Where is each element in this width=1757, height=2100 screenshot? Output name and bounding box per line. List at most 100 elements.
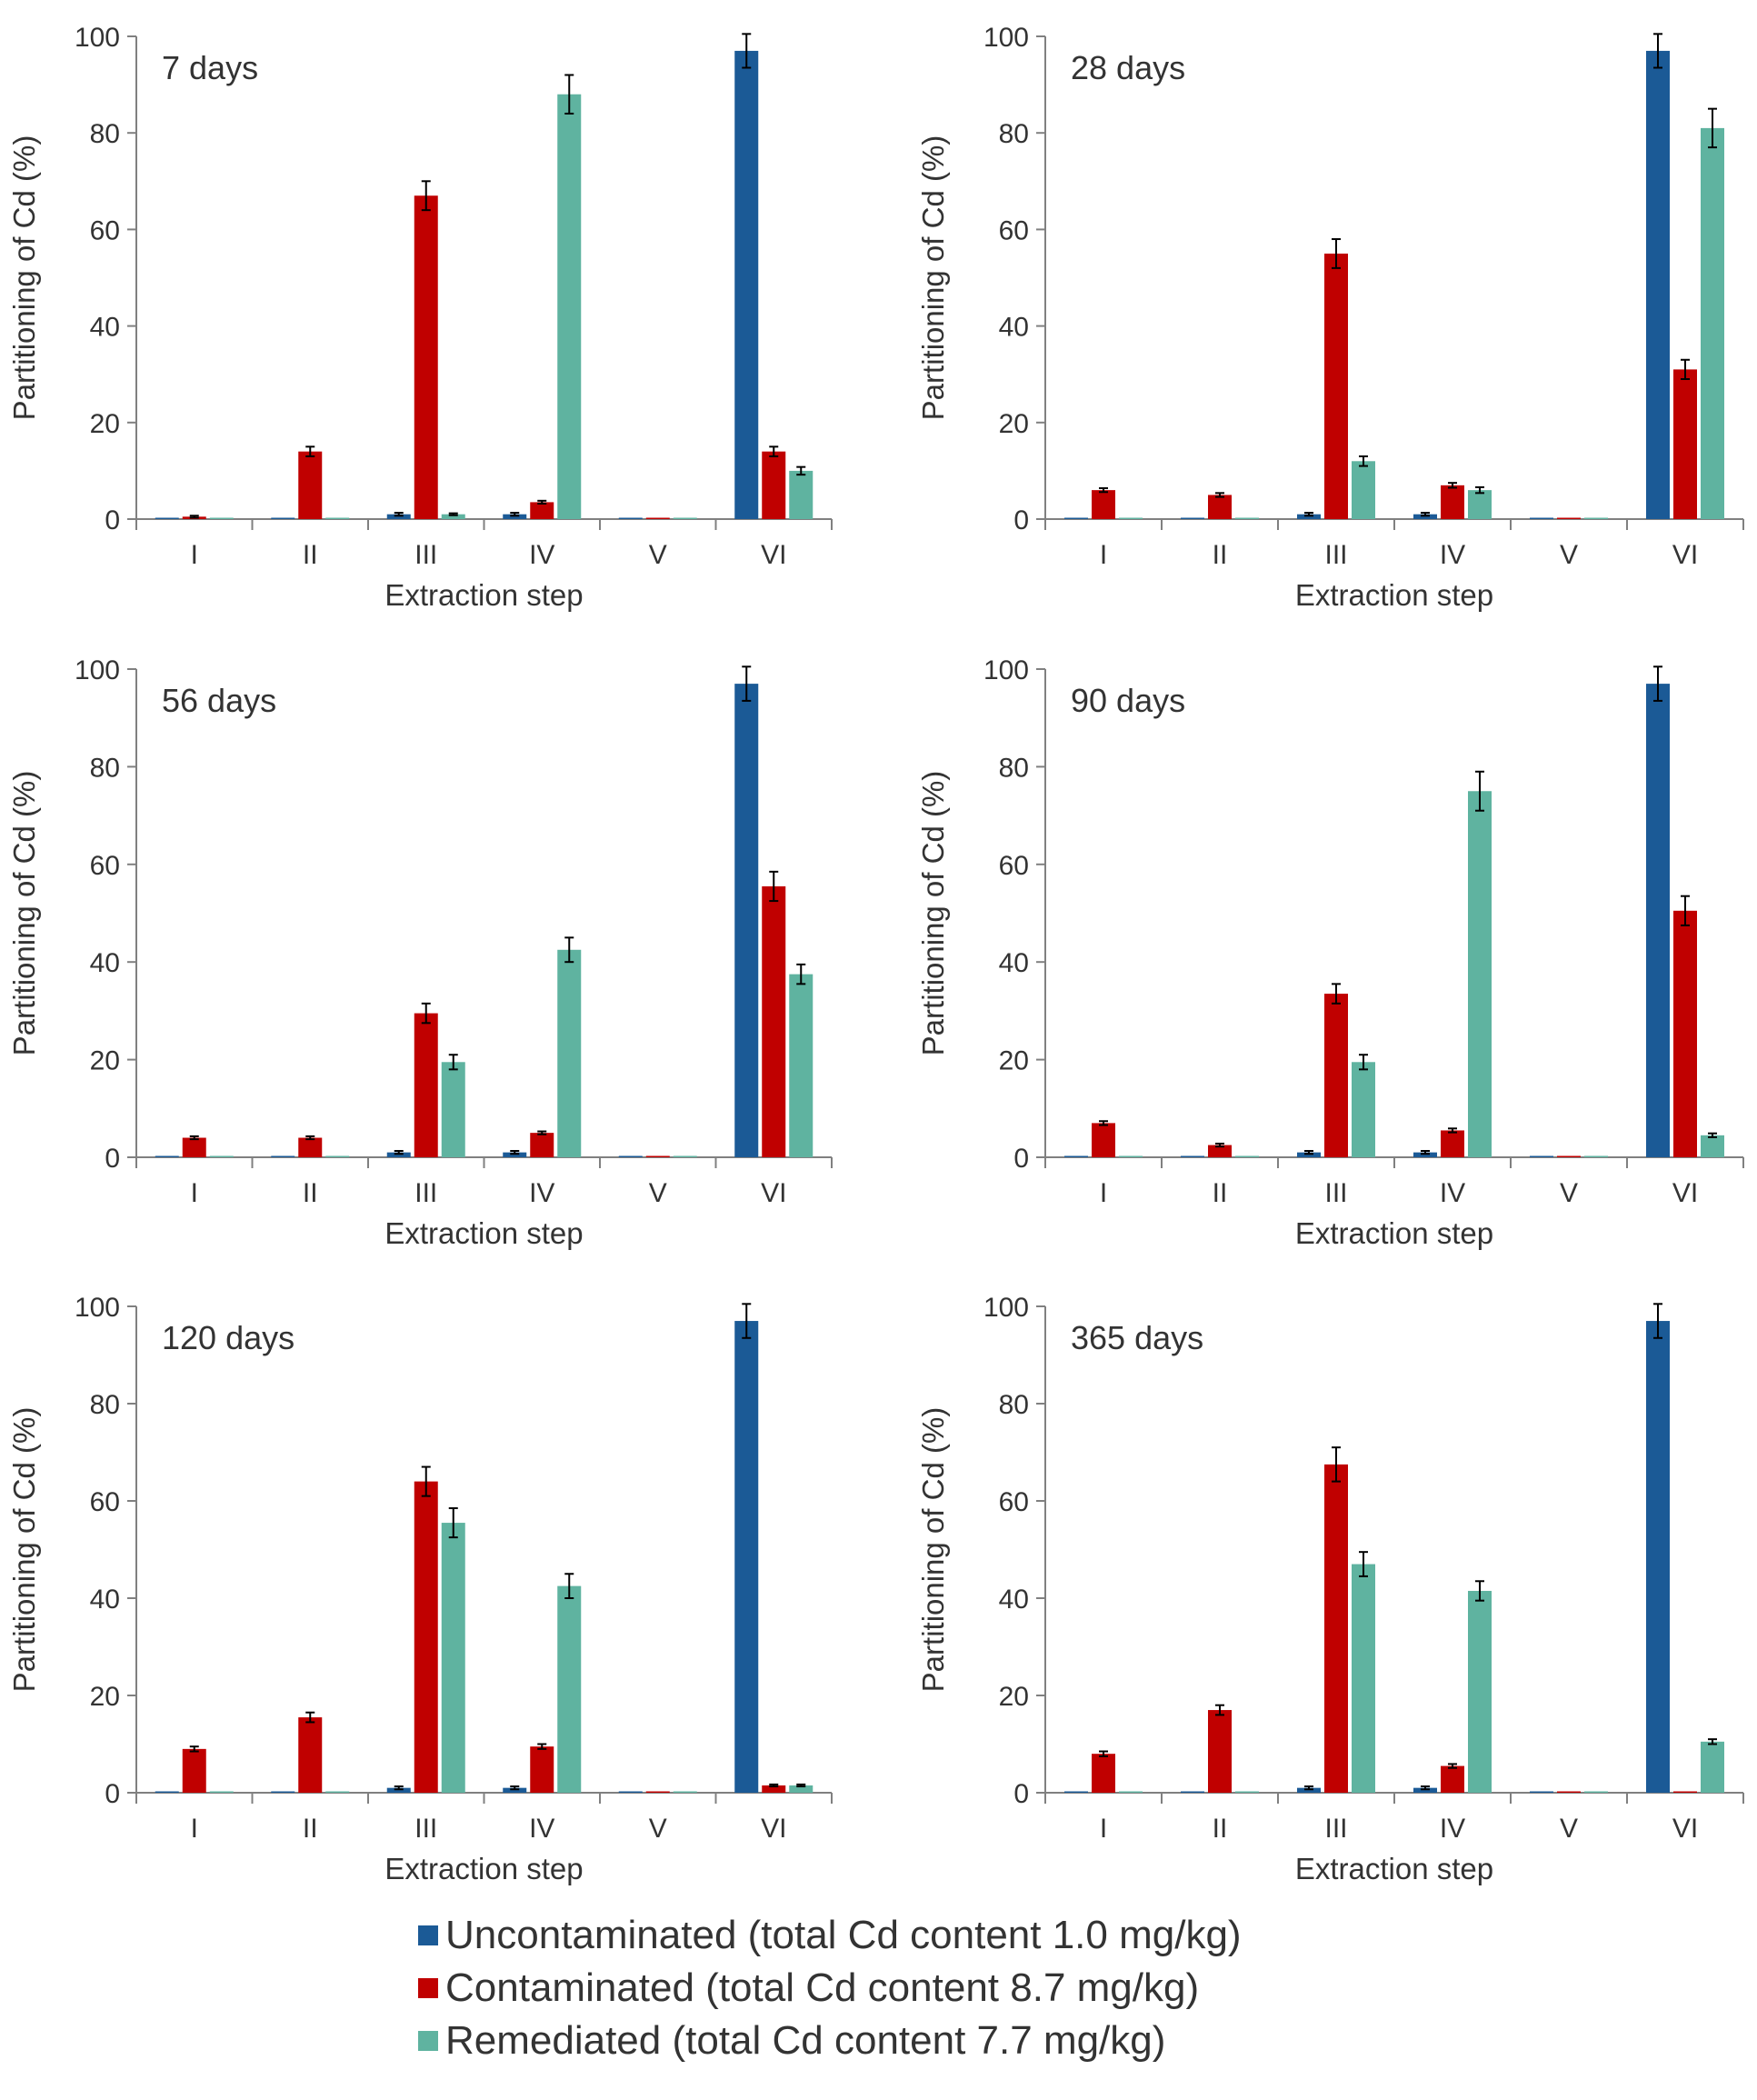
bar-contaminated xyxy=(1092,1754,1115,1793)
bar-uncontaminated xyxy=(1064,1791,1088,1793)
y-tick-label: 0 xyxy=(1013,1144,1029,1174)
bar-contaminated xyxy=(1208,1145,1232,1157)
bar-remediated xyxy=(673,1155,697,1157)
bar-uncontaminated xyxy=(271,1791,295,1793)
bar-uncontaminated xyxy=(271,517,295,519)
x-tick-label: III xyxy=(414,1178,437,1208)
bar-uncontaminated xyxy=(503,1787,527,1793)
bar-remediated xyxy=(789,974,814,1157)
bar-contaminated xyxy=(1557,1155,1581,1157)
panel-title: 365 days xyxy=(1071,1319,1203,1356)
bar-contaminated xyxy=(1673,369,1697,519)
y-tick-label: 80 xyxy=(90,1390,120,1420)
bar-uncontaminated xyxy=(1413,1152,1437,1157)
bar-remediated xyxy=(1584,1155,1608,1157)
bar-contaminated xyxy=(530,502,554,519)
y-axis-title: Partitioning of Cd (%) xyxy=(7,771,41,1056)
bar-contaminated xyxy=(1208,1710,1232,1793)
y-tick-label: 100 xyxy=(983,23,1029,53)
x-tick-label: I xyxy=(191,1178,198,1208)
bar-remediated xyxy=(557,94,582,519)
legend-swatch-contaminated xyxy=(418,1978,438,1998)
y-tick-label: 80 xyxy=(999,753,1029,783)
x-axis-title: Extraction step xyxy=(1295,1852,1493,1885)
bar-contaminated xyxy=(414,1013,438,1157)
y-tick-label: 100 xyxy=(75,655,120,685)
bar-uncontaminated xyxy=(734,50,759,520)
bar-contaminated xyxy=(645,517,670,519)
x-tick-label: IV xyxy=(1440,540,1465,570)
bar-remediated xyxy=(673,1791,697,1793)
bar-contaminated xyxy=(414,195,438,520)
bar-remediated xyxy=(209,1155,234,1157)
x-tick-label: II xyxy=(1213,1178,1228,1208)
bar-remediated xyxy=(557,949,582,1157)
bar-contaminated xyxy=(1441,1765,1464,1793)
x-tick-label: IV xyxy=(1440,1814,1465,1844)
bar-uncontaminated xyxy=(386,1152,411,1157)
x-tick-label: I xyxy=(191,540,198,570)
bar-uncontaminated xyxy=(1413,514,1437,519)
bar-uncontaminated xyxy=(1646,684,1670,1157)
bar-contaminated xyxy=(298,451,323,519)
bar-uncontaminated xyxy=(1064,1155,1088,1157)
legend-item-remediated: Remediated (total Cd content 7.7 mg/kg) xyxy=(418,2015,1242,2067)
y-axis-title: Partitioning of Cd (%) xyxy=(916,1407,950,1693)
legend-item-uncontaminated: Uncontaminated (total Cd content 1.0 mg/… xyxy=(418,1909,1242,1962)
y-tick-label: 0 xyxy=(105,1144,120,1174)
bar-contaminated xyxy=(298,1717,323,1793)
x-axis-title: Extraction step xyxy=(384,578,583,612)
bar-uncontaminated xyxy=(1181,1155,1204,1157)
y-tick-label: 100 xyxy=(75,23,120,53)
bar-uncontaminated xyxy=(618,1155,643,1157)
bar-remediated xyxy=(1119,517,1143,519)
x-tick-label: V xyxy=(1560,1178,1578,1208)
bar-uncontaminated xyxy=(618,1791,643,1793)
bar-uncontaminated xyxy=(155,1155,179,1157)
bar-remediated xyxy=(1468,791,1492,1157)
x-tick-label: II xyxy=(303,540,318,570)
bar-uncontaminated xyxy=(155,517,179,519)
bar-uncontaminated xyxy=(503,514,527,519)
x-tick-label: I xyxy=(191,1814,198,1844)
bar-contaminated xyxy=(414,1481,438,1793)
y-tick-label: 20 xyxy=(999,409,1029,439)
bar-uncontaminated xyxy=(1181,517,1204,519)
bar-remediated xyxy=(1584,1791,1608,1793)
bar-contaminated xyxy=(1673,1791,1697,1793)
bar-contaminated xyxy=(1324,253,1348,519)
bar-remediated xyxy=(1352,1062,1375,1157)
bar-uncontaminated xyxy=(1530,517,1553,519)
bar-uncontaminated xyxy=(734,684,759,1157)
x-tick-label: VI xyxy=(761,1814,786,1844)
y-tick-label: 20 xyxy=(90,409,120,439)
legend-swatch-remediated xyxy=(418,2031,438,2051)
legend-label-uncontaminated: Uncontaminated (total Cd content 1.0 mg/… xyxy=(445,1913,1242,1957)
x-tick-label: V xyxy=(649,1814,667,1844)
bar-contaminated xyxy=(762,885,786,1157)
x-axis-title: Extraction step xyxy=(1295,578,1493,612)
bar-remediated xyxy=(1352,461,1375,519)
y-tick-label: 60 xyxy=(999,851,1029,881)
x-tick-label: II xyxy=(1213,1814,1228,1844)
x-tick-label: IV xyxy=(1440,1178,1465,1208)
bar-contaminated xyxy=(645,1155,670,1157)
x-tick-label: III xyxy=(1324,1814,1347,1844)
bar-remediated xyxy=(1701,1135,1724,1157)
bar-remediated xyxy=(1701,1741,1724,1793)
y-axis-title: Partitioning of Cd (%) xyxy=(916,771,950,1056)
bar-uncontaminated xyxy=(1064,517,1088,519)
y-tick-label: 0 xyxy=(1013,1779,1029,1809)
bar-remediated xyxy=(441,1523,465,1793)
y-tick-label: 0 xyxy=(105,1779,120,1809)
x-tick-label: VI xyxy=(761,540,786,570)
legend: Uncontaminated (total Cd content 1.0 mg/… xyxy=(418,1909,1242,2067)
y-tick-label: 40 xyxy=(90,948,120,978)
x-tick-label: III xyxy=(414,540,437,570)
bar-remediated xyxy=(1235,1791,1259,1793)
bar-uncontaminated xyxy=(1646,50,1670,520)
bar-contaminated xyxy=(182,1748,206,1793)
